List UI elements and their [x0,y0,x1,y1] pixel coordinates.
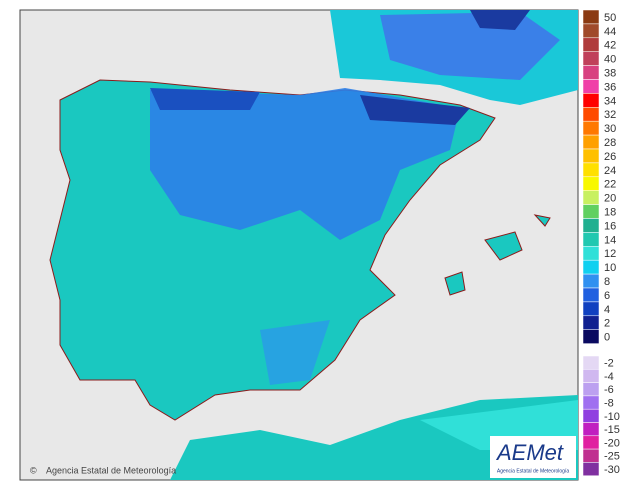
legend-swatch [582,23,600,39]
legend-swatch [582,134,600,150]
logo-subtitle: Agencia Estatal de Meteorología [497,468,569,474]
legend-swatch [582,273,600,289]
legend-label: -25 [604,451,620,463]
legend-swatch [582,218,600,233]
legend-label: -6 [604,384,614,396]
legend-label: 28 [604,137,616,149]
cantabrian-cold-area [150,88,260,110]
legend-swatch [582,422,600,437]
legend-label: 42 [604,40,616,52]
legend-swatch [582,190,600,205]
legend-label: 22 [604,179,616,191]
legend-label: 36 [604,81,616,93]
legend-label: 8 [604,276,610,288]
legend-swatch [582,51,600,66]
legend-label: 12 [604,248,616,260]
legend-label: 0 [604,332,610,344]
legend-label: 10 [604,262,616,274]
legend-label: -20 [604,437,620,449]
legend-swatch [582,176,600,191]
legend-swatch [582,246,600,261]
legend-label: 14 [604,234,616,246]
legend-swatch [582,107,600,122]
legend-swatch [582,232,600,247]
legend-label: -10 [604,411,620,423]
legend-label: -2 [604,358,614,370]
legend-label: 16 [604,220,616,232]
south-cold-area [260,320,330,385]
legend-swatch [582,287,600,303]
legend-label: 44 [604,26,616,38]
legend-label: 24 [604,165,616,177]
mallorca [484,231,523,261]
legend-swatch [582,315,600,330]
legend-label: 6 [604,290,610,302]
legend-swatch [582,395,600,410]
legend-label: 40 [604,54,616,66]
credit-text: Agencia Estatal de Meteorología [46,465,176,475]
legend-swatch [582,435,600,450]
pyrenees-cold-area [360,95,470,125]
legend-label: 38 [604,67,616,79]
legend-label: -15 [604,424,620,436]
legend-swatch [582,301,600,317]
legend-swatch [582,37,600,52]
alps-cold-area [470,10,530,30]
legend-label: 30 [604,123,616,135]
legend-swatch [582,120,600,136]
legend-label: 34 [604,95,616,107]
legend-label: 2 [604,318,610,330]
legend-label: 20 [604,193,616,205]
logo-name: AEMet [495,440,564,465]
legend-swatch [582,9,600,25]
legend-swatch [582,79,600,94]
legend-swatch [582,408,600,423]
logo-box [490,436,576,478]
legend-label: 32 [604,109,616,121]
ibiza [444,271,466,296]
legend-swatch [582,329,600,344]
legend-label: 50 [604,12,616,24]
legend-swatch [582,148,600,164]
legend-swatch [582,448,600,463]
legend-swatch [582,162,600,178]
legend-swatch [582,259,600,275]
legend-swatch [582,462,600,476]
legend-label: 26 [604,151,616,163]
north-cold-area [150,88,460,240]
legend-swatch [582,355,600,370]
credit-symbol: © [30,465,37,475]
legend-swatch [582,65,600,80]
legend-label: 18 [604,206,616,218]
legend-swatch [582,204,600,219]
legend-swatch [582,93,600,108]
legend-swatch [582,369,600,383]
legend-label: -8 [604,397,614,409]
legend-label: 4 [604,304,610,316]
legend-label: -30 [604,464,620,476]
legend-swatch [582,382,600,397]
legend-label: -4 [604,371,614,383]
menorca [533,214,551,227]
